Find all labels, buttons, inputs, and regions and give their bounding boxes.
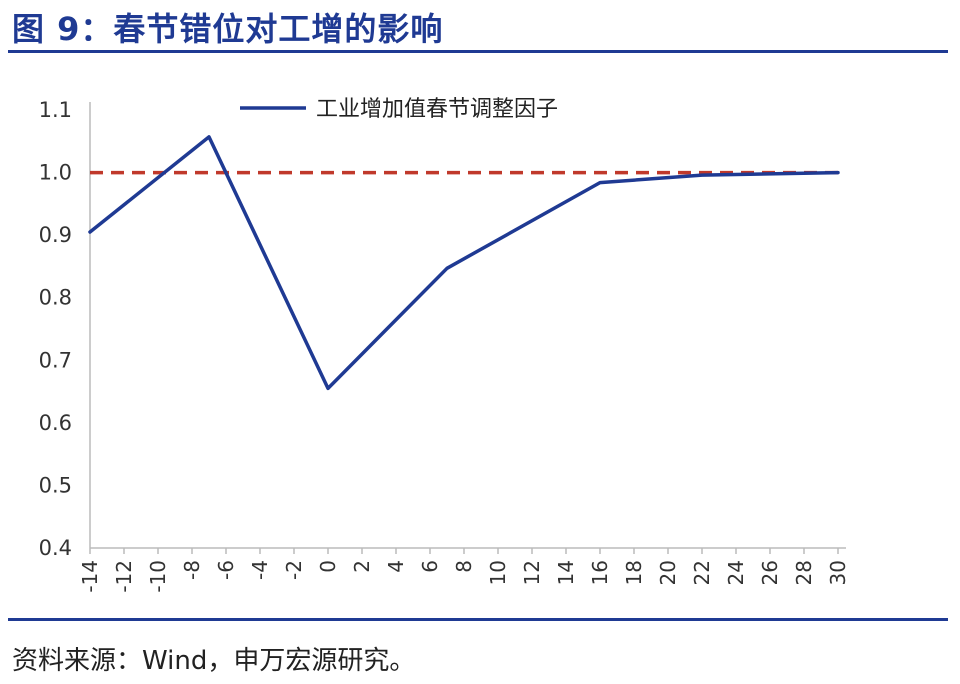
legend: 工业增加值春节调整因子 — [240, 97, 558, 122]
x-tick-label: 12 — [520, 560, 544, 585]
x-tick-label: -8 — [180, 560, 204, 580]
x-tick-label: -6 — [214, 560, 238, 580]
x-axis-ticks: -14 -12 -10 -8 -6 -4 -2 0 2 4 6 8 10 12 14 16 18 20 22 24 26… — [78, 548, 850, 593]
x-tick-label: 4 — [384, 560, 408, 573]
x-tick-label: 30 — [826, 560, 850, 585]
source-divider — [8, 618, 948, 621]
x-tick-label: -12 — [112, 560, 136, 593]
y-tick-label: 1.0 — [39, 161, 72, 185]
x-tick-label: 22 — [690, 560, 714, 585]
y-tick-label: 1.1 — [39, 98, 72, 122]
x-tick-label: 26 — [758, 560, 782, 585]
line-chart: 0.4 0.5 0.6 0.7 0.8 0.9 1.0 1.1 -14 -12 -10 -8 -6 -4… — [39, 97, 850, 593]
y-tick-label: 0.7 — [39, 348, 72, 372]
source-note: 资料来源：Wind，申万宏源研究。 — [12, 646, 416, 676]
x-tick-label: -2 — [282, 560, 306, 580]
x-tick-label: 18 — [622, 560, 646, 585]
y-tick-label: 0.5 — [39, 473, 72, 497]
chart-axes — [89, 102, 846, 549]
x-tick-label: 20 — [656, 560, 680, 585]
x-tick-label: -14 — [78, 560, 102, 593]
series-line — [88, 135, 840, 391]
x-tick-label: -4 — [248, 560, 272, 580]
y-tick-label: 0.6 — [39, 411, 72, 435]
figure-title: 图 9：春节错位对工增的影响 — [12, 10, 444, 48]
y-tick-label: 0.9 — [39, 223, 72, 247]
x-tick-label: 28 — [792, 560, 816, 585]
x-tick-label: 24 — [724, 560, 748, 585]
x-tick-label: 10 — [486, 560, 510, 585]
x-tick-label: -10 — [146, 560, 170, 593]
x-tick-label: 6 — [418, 560, 442, 573]
x-tick-label: 8 — [452, 560, 476, 573]
series-group — [88, 135, 840, 391]
title-divider — [8, 50, 948, 53]
x-tick-label: 2 — [350, 560, 374, 573]
legend-label: 工业增加值春节调整因子 — [316, 97, 558, 122]
x-tick-label: 0 — [316, 560, 340, 573]
y-axis-ticks: 0.4 0.5 0.6 0.7 0.8 0.9 1.0 1.1 — [39, 98, 72, 560]
y-tick-label: 0.8 — [39, 286, 72, 310]
y-tick-label: 0.4 — [39, 536, 72, 560]
x-tick-label: 14 — [554, 560, 578, 585]
x-tick-label: 16 — [588, 560, 612, 585]
